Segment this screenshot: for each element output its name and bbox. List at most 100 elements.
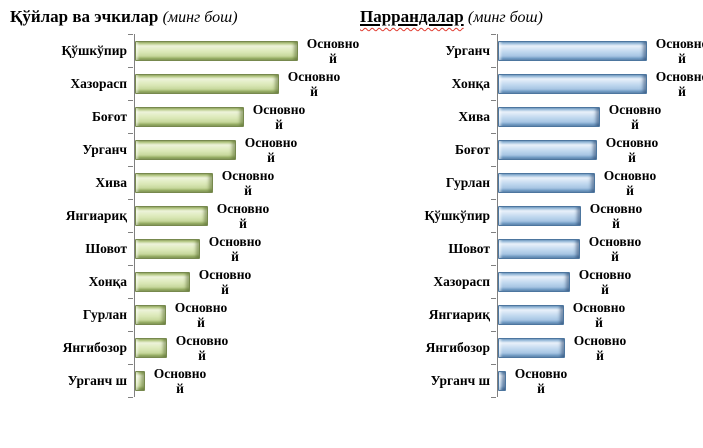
- bar: [135, 172, 213, 193]
- chart-title-note: (минг бош): [467, 9, 543, 26]
- bar-data-label: Основно й: [514, 365, 568, 396]
- category-label: Гурлан: [445, 174, 490, 190]
- plot-area: Қўшкўпир Основно й Хазорасп Основно й Боғот Осн…: [0, 33, 359, 398]
- bar: [498, 205, 581, 226]
- chart-title-note: (минг бош): [162, 9, 238, 26]
- chart-row: Шовот Основно й: [350, 231, 703, 265]
- axis-and-bar-cell: Основно й: [128, 330, 350, 364]
- axis-and-bar-cell: Основно й: [128, 297, 350, 331]
- chart-row: Гурлан Основно й: [0, 297, 350, 331]
- chart-row: Хива Основно й: [0, 165, 350, 199]
- category-label: Урганч: [445, 42, 490, 58]
- category-label: Қўшкўпир: [61, 42, 127, 58]
- bar: [498, 73, 647, 94]
- chart-row: Шовот Основно й: [0, 231, 350, 265]
- axis-and-bar-cell: Основно й: [491, 132, 703, 166]
- category-label: Янгиариқ: [65, 207, 127, 223]
- bar-data-label: Основно й: [655, 68, 703, 99]
- bar-data-label: Основно й: [655, 35, 703, 66]
- axis-and-bar-cell: Основно й: [128, 198, 350, 232]
- bar-data-label: Основно й: [578, 266, 632, 297]
- chart-row: Янгиариқ Основно й: [350, 297, 703, 331]
- bar: [135, 73, 279, 94]
- axis-and-bar-cell: Основно й: [128, 66, 350, 100]
- category-label: Қўшкўпир: [424, 207, 490, 223]
- chart-row: Қўшкўпир Основно й: [0, 33, 359, 67]
- chart-row: Урганч ш Основно й: [350, 363, 703, 398]
- category-label: Боғот: [454, 141, 490, 157]
- category-label: Хонқа: [88, 273, 127, 289]
- bar: [498, 238, 580, 259]
- chart-poultry: Паррандалар (минг бош) Урганч Основно й Хон…: [350, 0, 703, 448]
- category-label: Янгибозор: [62, 339, 127, 355]
- axis-and-bar-cell: Основно й: [491, 33, 703, 67]
- axis-and-bar-cell: Основно й: [128, 99, 350, 133]
- chart-row: Боғот Основно й: [0, 99, 350, 133]
- bar-data-label: Основно й: [216, 200, 270, 231]
- chart-row: Урганч Основно й: [0, 132, 350, 166]
- bar: [135, 238, 200, 259]
- category-label: Урганч ш: [430, 372, 490, 388]
- bar: [498, 304, 564, 325]
- category-label: Хазорасп: [433, 273, 490, 289]
- category-label: Хонқа: [451, 75, 490, 91]
- axis-and-bar-cell: Основно й: [128, 231, 350, 265]
- bar-data-label: Основно й: [221, 167, 275, 198]
- bar-data-label: Основно й: [573, 332, 627, 363]
- bar-data-label: Основно й: [306, 35, 360, 66]
- bar-data-label: Основно й: [589, 200, 643, 231]
- chart-title-main: Паррандалар: [360, 7, 464, 26]
- axis-and-bar-cell: Основно й: [128, 165, 350, 199]
- axis-and-bar-cell: Основно й: [128, 33, 359, 67]
- bar: [498, 106, 600, 127]
- chart-row: Гурлан Основно й: [350, 165, 703, 199]
- bar-data-label: Основно й: [174, 299, 228, 330]
- chart-row: Боғот Основно й: [350, 132, 703, 166]
- chart-row: Хазорасп Основно й: [350, 264, 703, 298]
- bar-data-label: Основно й: [572, 299, 626, 330]
- bar: [135, 304, 166, 325]
- axis-and-bar-cell: Основно й: [491, 330, 703, 364]
- bar-data-label: Основно й: [603, 167, 657, 198]
- axis-and-bar-cell: Основно й: [491, 231, 703, 265]
- axis-and-bar-cell: Основно й: [491, 264, 703, 298]
- axis-and-bar-cell: Основно й: [491, 363, 703, 398]
- chart-row: Хива Основно й: [350, 99, 703, 133]
- category-label: Шовот: [448, 240, 490, 256]
- chart-row: Қўшкўпир Основно й: [350, 198, 703, 232]
- axis-and-bar-cell: Основно й: [491, 297, 703, 331]
- axis-and-bar-cell: Основно й: [491, 165, 703, 199]
- bar: [498, 337, 565, 358]
- bar: [135, 139, 236, 160]
- bar: [498, 370, 506, 391]
- bar: [498, 40, 647, 61]
- axis-and-bar-cell: Основно й: [128, 363, 350, 398]
- bar: [498, 139, 597, 160]
- axis-and-bar-cell: Основно й: [491, 99, 703, 133]
- bar: [498, 271, 570, 292]
- axis-and-bar-cell: Основно й: [128, 132, 350, 166]
- category-label: Хива: [458, 108, 490, 124]
- chart-row: Хонқа Основно й: [350, 66, 703, 100]
- bar-data-label: Основно й: [605, 134, 659, 165]
- bar: [135, 106, 244, 127]
- chart-row: Янгибозор Основно й: [350, 330, 703, 364]
- bar-data-label: Основно й: [588, 233, 642, 264]
- axis-and-bar-cell: Основно й: [491, 198, 703, 232]
- plot-area: Урганч Основно й Хонқа Основно й Хива Основно й Б…: [350, 33, 703, 398]
- spellcheck-underline: Паррандалар: [360, 7, 464, 26]
- bar-data-label: Основно й: [244, 134, 298, 165]
- bar-data-label: Основно й: [175, 332, 229, 363]
- bar-data-label: Основно й: [208, 233, 262, 264]
- chart-title: Қўйлар ва эчкилар (минг бош): [10, 4, 238, 31]
- axis-and-bar-cell: Основно й: [491, 66, 703, 100]
- bar: [135, 370, 145, 391]
- bar-data-label: Основно й: [252, 101, 306, 132]
- category-label: Урганч: [82, 141, 127, 157]
- category-label: Урганч ш: [67, 372, 127, 388]
- chart-row: Хонқа Основно й: [0, 264, 350, 298]
- category-label: Янгибозор: [425, 339, 490, 355]
- category-label: Гурлан: [82, 306, 127, 322]
- chart-title-main: Қўйлар ва эчкилар: [10, 7, 159, 26]
